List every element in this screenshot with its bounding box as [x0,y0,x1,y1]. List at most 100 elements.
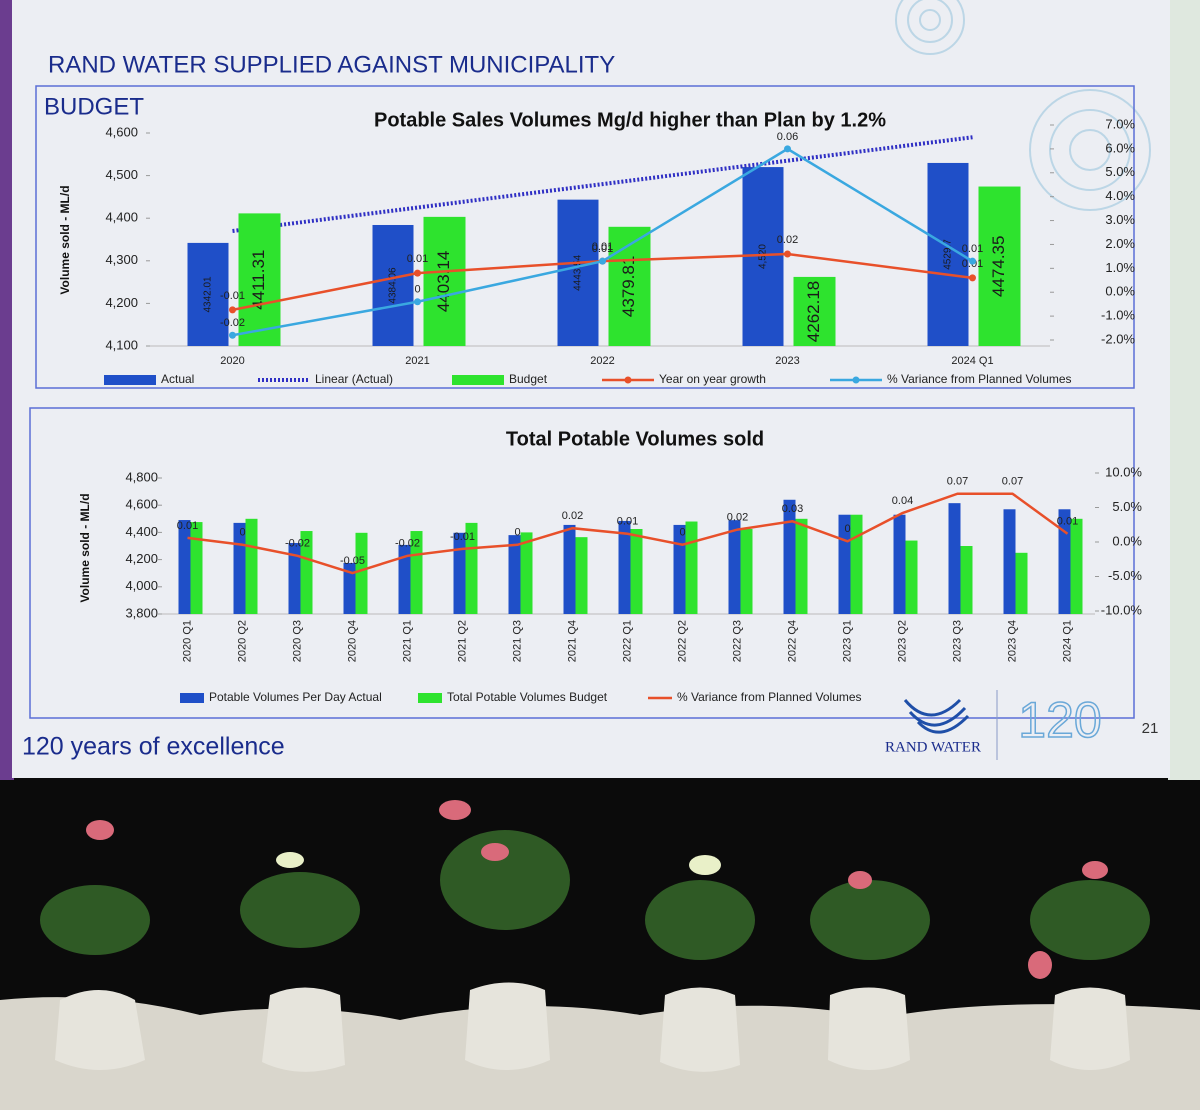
x-tick-label: 2020 Q4 [346,620,358,662]
line-value-label: 0 [679,527,685,539]
x-tick-label: 2021 Q1 [401,620,413,662]
bar [355,532,368,614]
legend-marker [852,376,860,384]
bar-value-label: 4384.06 [388,267,399,304]
ripple-decoration [895,0,1151,211]
y-tick-label: 4,300 [105,252,138,267]
bar [795,518,808,614]
legend-swatch [418,693,442,703]
chart-frame [35,85,1135,389]
bar [1003,509,1016,614]
y2-tick-label: -5.0% [1108,568,1142,583]
x-tick-label: 2023 [775,355,799,367]
legend-marker [624,376,632,384]
bar [673,524,686,614]
bar [508,535,521,614]
legend-swatch [104,375,156,385]
cloth [0,997,1200,1110]
line-marker [229,306,236,314]
bar [978,186,1021,346]
line-value-label: 0.03 [782,503,803,515]
y-tick-label: 4,200 [125,551,158,566]
legend-label: Budget [509,372,548,386]
y2-tick-label: -2.0% [1101,331,1135,346]
line-value-label: 0.01 [617,516,638,528]
line-value-label: 0 [844,523,850,535]
y2-tick-label: 0.0% [1112,533,1142,548]
line-marker [414,298,421,306]
x-tick-label: 2022 Q4 [786,620,798,662]
y-tick-label: 4,800 [125,469,158,484]
series-line [187,492,1069,575]
bar [398,544,411,614]
bar [850,514,863,614]
line-value-label: 0.07 [947,476,968,488]
x-tick-label: 2022 Q3 [731,620,743,662]
y2-tick-label: -10.0% [1101,602,1143,617]
legend-label: Linear (Actual) [315,372,393,386]
slide [12,0,1170,778]
bar [1058,509,1071,614]
line-value-label: 0.01 [177,520,198,532]
bar [618,520,631,614]
x-tick-label: 2020 [220,355,244,367]
bar [905,540,918,614]
y2-tick-label: 5.0% [1105,164,1135,179]
y-tick-label: 4,200 [105,295,138,310]
y-tick-label: 4,600 [105,124,138,139]
bar [288,543,301,614]
y2-tick-label: 10.0% [1105,464,1142,479]
bar [520,532,533,614]
y2-tick-label: 4.0% [1105,188,1135,203]
y2-tick-label: 7.0% [1105,116,1135,131]
x-tick-label: 2024 Q1 [1061,620,1073,662]
bar [793,276,836,346]
line-value-label: 0.01 [592,241,613,253]
line-value-label: 0.07 [1002,476,1023,488]
bar [608,226,651,346]
bar-value-label: 4529.7 [943,239,954,270]
x-tick-label: 2023 Q4 [1006,620,1018,662]
page-number: 21 [1142,720,1159,737]
flowers-light [276,852,721,875]
line-value-label: -0.01 [450,531,475,543]
bar [728,520,741,614]
bar [1070,518,1083,614]
x-tick-label: 2024 Q1 [951,355,993,367]
line-value-label: 0 [239,527,245,539]
legend-label: Total Potable Volumes Budget [447,690,608,704]
line-value-label: -0.05 [340,555,365,567]
x-tick-label: 2022 Q1 [621,620,633,662]
y2-tick-label: 2.0% [1105,236,1135,251]
bar [685,521,698,614]
bar-value-label: 4,520 [758,244,769,269]
y-tick-label: 4,400 [125,524,158,539]
pots [55,982,1130,1072]
x-tick-label: 2023 Q1 [841,620,853,662]
side-strip [0,0,14,780]
x-tick-label: 2021 Q4 [566,620,578,662]
bar [948,503,961,614]
x-tick-label: 2020 Q1 [181,620,193,662]
line-value-label: 0.01 [592,243,613,255]
y-tick-label: 4,000 [125,578,158,593]
bar [740,529,753,614]
x-tick-label: 2023 Q2 [896,620,908,662]
chart-frame [29,407,1135,719]
y-tick-label: 3,800 [125,605,158,620]
x-tick-label: 2021 Q2 [456,620,468,662]
bar [343,563,356,614]
x-tick-label: 2021 [405,355,429,367]
line-value-label: 0 [514,527,520,539]
legend-label: % Variance from Planned Volumes [677,690,862,704]
x-tick-label: 2020 Q3 [291,620,303,662]
bar-value-label: 4342.01 [203,276,214,313]
y2-tick-label: 5.0% [1112,499,1142,514]
y2-tick-label: 6.0% [1105,140,1135,155]
bar-value-label: 4411.31 [249,250,268,310]
line-value-label: 0 [414,284,420,296]
x-tick-label: 2023 Q3 [951,620,963,662]
line-marker [599,257,606,265]
